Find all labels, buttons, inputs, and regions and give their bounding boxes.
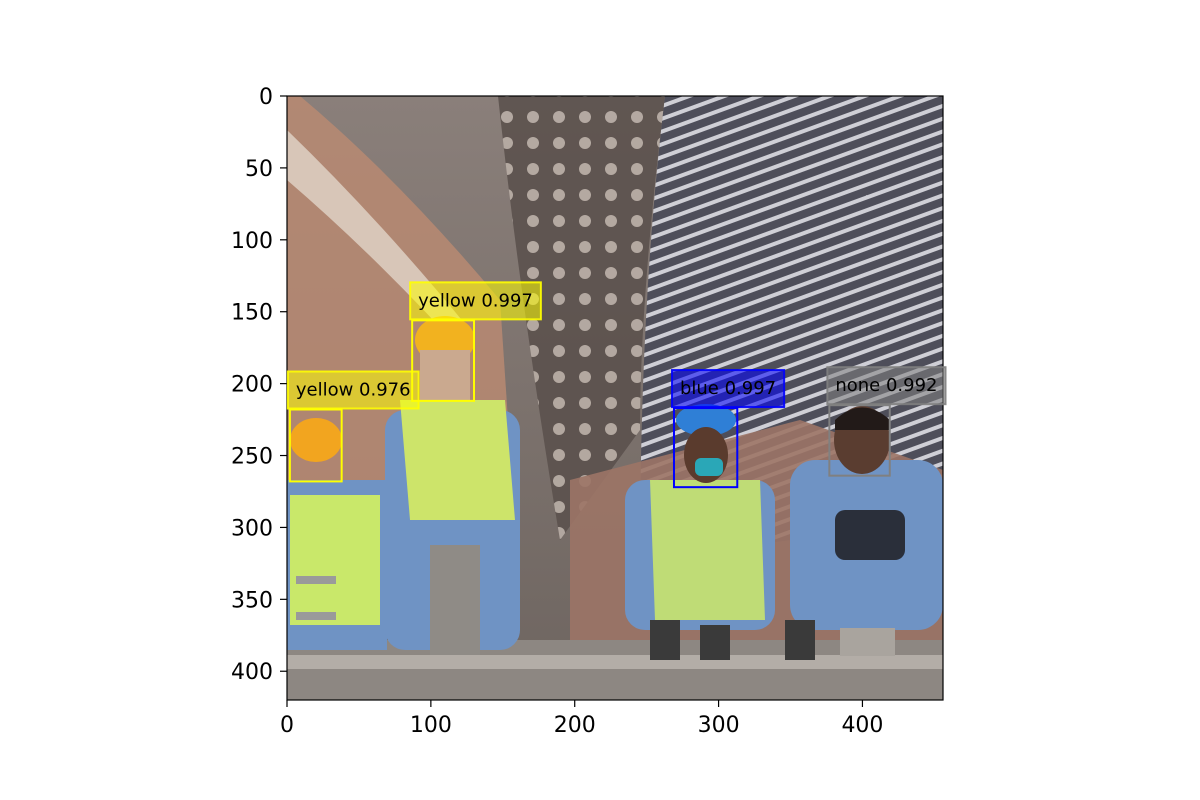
y-tick-label: 100: [231, 229, 273, 254]
detection-label: yellow 0.997: [418, 290, 533, 311]
x-tick-label: 400: [841, 713, 883, 738]
axis-ticks: 0 100 200 300 400 0 50 100 150 200 250 300 350 400: [231, 85, 883, 738]
y-tick-label: 350: [231, 588, 273, 613]
detection-label-background: [409, 281, 542, 321]
detection-label-background: [670, 369, 786, 409]
y-tick-label: 400: [231, 660, 273, 685]
detection-label-background: [286, 370, 420, 410]
x-tick-label: 200: [554, 713, 596, 738]
photo-image: [287, 96, 943, 700]
x-tick-label: 100: [410, 713, 452, 738]
y-tick-label: 300: [231, 516, 273, 541]
detections-layer: yellow 0.997 yellow 0.976 blue 0.997 none 0…: [286, 281, 947, 489]
x-tick-label: 0: [280, 713, 294, 738]
detection-yellow: yellow 0.997: [409, 281, 542, 402]
detection-label: yellow 0.976: [296, 380, 411, 401]
worker-left: [287, 418, 387, 650]
y-tick-label: 50: [245, 157, 273, 182]
detection-blue: blue 0.997: [670, 369, 786, 489]
detection-yellow: yellow 0.976: [286, 370, 420, 483]
detection-label: none 0.992: [835, 375, 937, 396]
worker-no-helmet: [785, 406, 943, 660]
detection-label: blue 0.997: [680, 378, 776, 399]
x-tick-label: 300: [698, 713, 740, 738]
worker-blue-helmet: [625, 404, 775, 660]
detection-none: none 0.992: [826, 366, 947, 477]
detection-label-background: [826, 366, 947, 406]
lattice-tower: [498, 96, 665, 540]
ground: [287, 640, 943, 700]
y-tick-label: 150: [231, 301, 273, 326]
worker-sitting-yellow-helmet: [385, 316, 520, 655]
y-tick-label: 250: [231, 445, 273, 470]
y-tick-label: 0: [259, 85, 273, 110]
y-tick-label: 200: [231, 373, 273, 398]
curb: [287, 655, 943, 669]
